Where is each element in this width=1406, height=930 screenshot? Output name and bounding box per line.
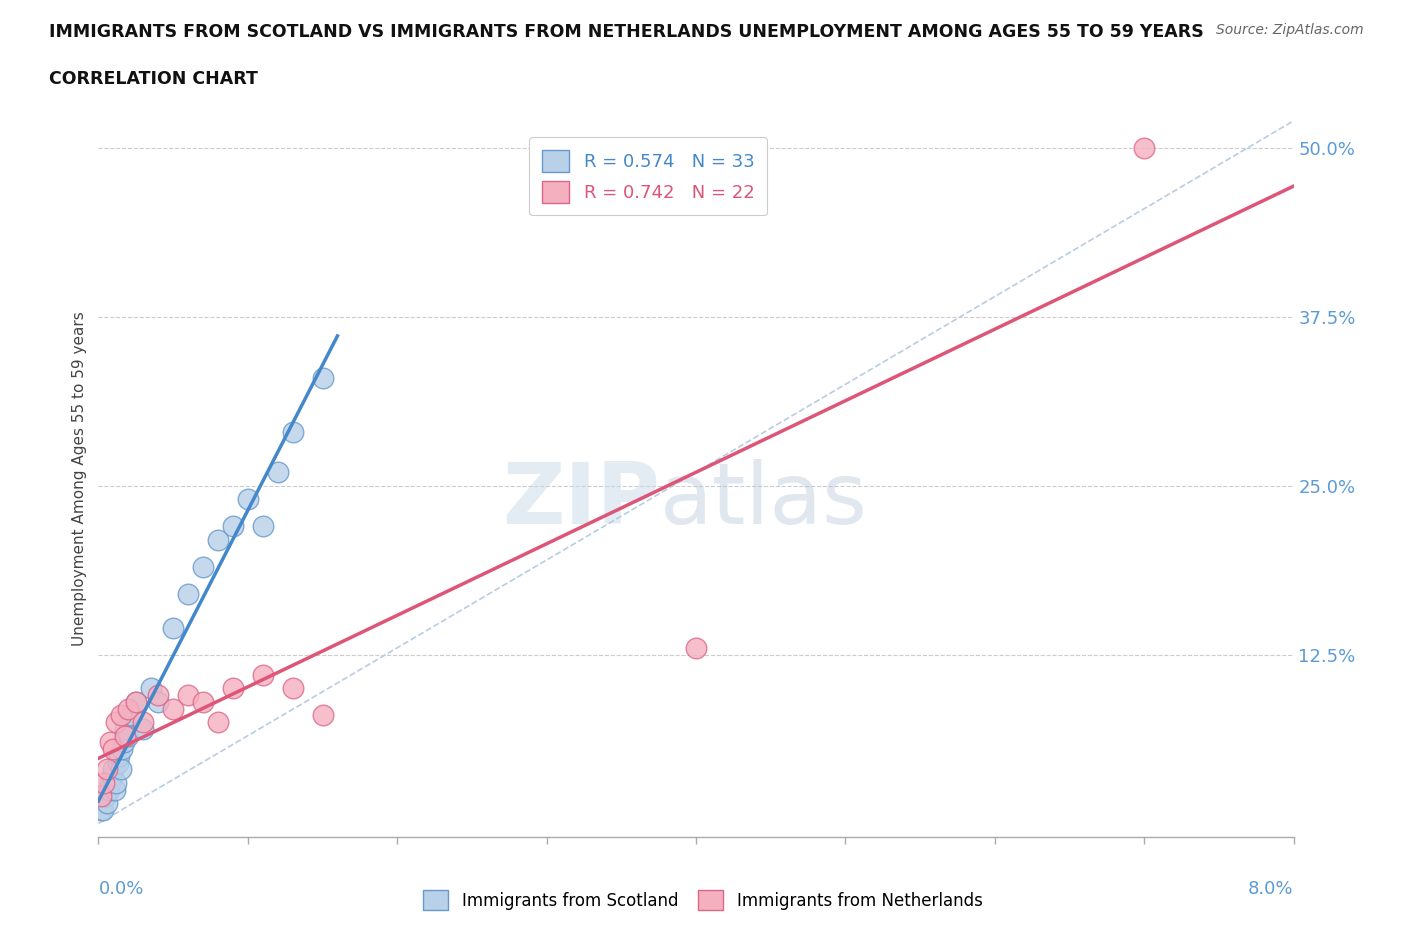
Point	[1133, 140, 1156, 155]
Text: ZIP: ZIP	[502, 458, 661, 542]
Point	[114, 722, 136, 737]
Point	[148, 687, 170, 702]
Text: 0.0%: 0.0%	[98, 880, 143, 898]
Point	[104, 782, 127, 797]
Point	[177, 687, 200, 702]
Point	[117, 728, 139, 743]
Point	[148, 695, 170, 710]
Text: 8.0%: 8.0%	[1249, 880, 1294, 898]
Point	[101, 769, 124, 784]
Point	[162, 620, 184, 635]
Text: IMMIGRANTS FROM SCOTLAND VS IMMIGRANTS FROM NETHERLANDS UNEMPLOYMENT AMONG AGES : IMMIGRANTS FROM SCOTLAND VS IMMIGRANTS F…	[49, 23, 1204, 41]
Point	[207, 532, 229, 547]
Point	[252, 668, 274, 683]
Point	[93, 776, 115, 790]
Point	[132, 722, 155, 737]
Point	[108, 749, 131, 764]
Point	[222, 519, 245, 534]
Point	[97, 782, 120, 797]
Point	[132, 715, 155, 730]
Point	[94, 789, 117, 804]
Point	[105, 715, 128, 730]
Point	[207, 715, 229, 730]
Point	[311, 708, 333, 723]
Point	[267, 465, 290, 480]
Point	[177, 586, 200, 601]
Point	[125, 695, 148, 710]
Point	[162, 701, 184, 716]
Point	[111, 742, 134, 757]
Point	[93, 789, 115, 804]
Point	[90, 789, 112, 804]
Point	[96, 796, 118, 811]
Text: CORRELATION CHART: CORRELATION CHART	[49, 70, 259, 87]
Point	[281, 681, 304, 696]
Point	[105, 776, 128, 790]
Point	[103, 762, 125, 777]
Point	[139, 681, 162, 696]
Text: Source: ZipAtlas.com: Source: ZipAtlas.com	[1216, 23, 1364, 37]
Point	[120, 708, 142, 723]
Point	[90, 803, 112, 817]
Point	[252, 519, 274, 534]
Point	[98, 735, 122, 750]
Legend: R = 0.574   N = 33, R = 0.742   N = 22: R = 0.574 N = 33, R = 0.742 N = 22	[530, 137, 766, 216]
Point	[685, 641, 707, 656]
Point	[117, 701, 139, 716]
Point	[110, 762, 132, 777]
Point	[191, 559, 214, 574]
Y-axis label: Unemployment Among Ages 55 to 59 years: Unemployment Among Ages 55 to 59 years	[72, 312, 87, 646]
Point	[103, 742, 125, 757]
Point	[107, 755, 129, 770]
Point	[91, 803, 114, 817]
Point	[110, 708, 132, 723]
Point	[98, 776, 122, 790]
Point	[96, 762, 118, 777]
Legend: Immigrants from Scotland, Immigrants from Netherlands: Immigrants from Scotland, Immigrants fro…	[416, 884, 990, 917]
Point	[125, 695, 148, 710]
Text: atlas: atlas	[661, 458, 868, 542]
Point	[191, 695, 214, 710]
Point	[236, 492, 259, 507]
Point	[112, 735, 135, 750]
Point	[222, 681, 245, 696]
Point	[281, 424, 304, 439]
Point	[311, 370, 333, 385]
Point	[114, 728, 136, 743]
